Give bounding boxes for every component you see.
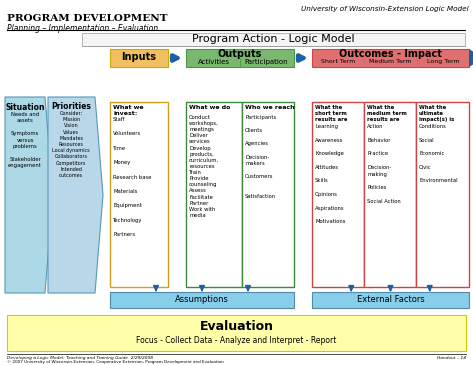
Bar bbox=[110, 49, 168, 67]
Text: Priorities: Priorities bbox=[51, 102, 91, 111]
Text: Evaluation: Evaluation bbox=[200, 320, 273, 333]
Text: Activities: Activities bbox=[198, 59, 230, 65]
Text: Handout – 14: Handout – 14 bbox=[437, 356, 466, 360]
Text: Conditions

Social

Economic

Civic

Environmental: Conditions Social Economic Civic Environ… bbox=[419, 124, 457, 183]
Text: University of Wisconsin-Extension Logic Model: University of Wisconsin-Extension Logic … bbox=[301, 6, 469, 12]
Bar bbox=[186, 102, 242, 287]
Polygon shape bbox=[469, 49, 473, 67]
Text: PROGRAM DEVELOPMENT: PROGRAM DEVELOPMENT bbox=[7, 14, 167, 23]
Text: Participation: Participation bbox=[244, 59, 288, 65]
Text: Long Term: Long Term bbox=[427, 59, 459, 65]
Text: Inputs: Inputs bbox=[122, 52, 157, 62]
Text: Situation: Situation bbox=[5, 103, 45, 112]
Text: © 2007 University of Wisconsin-Extension, Cooperative Extension, Program Develop: © 2007 University of Wisconsin-Extension… bbox=[7, 360, 224, 364]
Text: What the
ultimate
impact(s) is: What the ultimate impact(s) is bbox=[419, 105, 454, 122]
Bar bbox=[110, 102, 168, 287]
Text: Participants

Clients

Agencies

Decision-
makers

Customers


Satisfaction: Participants Clients Agencies Decision- … bbox=[245, 115, 276, 199]
Text: What we
invest:: What we invest: bbox=[113, 105, 144, 116]
Text: Learning

Awareness

Knowledge

Attitudes

Skills

Opinions

Aspirations

Motiva: Learning Awareness Knowledge Attitudes S… bbox=[315, 124, 345, 224]
Text: Medium Term: Medium Term bbox=[369, 59, 412, 65]
Text: Who we reach: Who we reach bbox=[245, 105, 295, 110]
Polygon shape bbox=[5, 97, 53, 293]
Bar bbox=[186, 49, 294, 67]
Text: Focus - Collect Data - Analyze and Interpret - Report: Focus - Collect Data - Analyze and Inter… bbox=[136, 337, 337, 345]
Bar bbox=[110, 292, 294, 308]
Bar bbox=[312, 292, 469, 308]
Text: Assumptions: Assumptions bbox=[175, 296, 229, 304]
Bar bbox=[416, 102, 469, 287]
Text: Short Term: Short Term bbox=[321, 59, 355, 65]
Bar bbox=[242, 102, 294, 287]
Polygon shape bbox=[48, 97, 103, 293]
Text: What we do: What we do bbox=[189, 105, 230, 110]
Bar bbox=[82, 33, 465, 46]
Bar bbox=[312, 102, 364, 287]
Text: Conduct
workshops,
meetings
Deliver
services
Develop
products,
curriculum,
resou: Conduct workshops, meetings Deliver serv… bbox=[189, 115, 219, 218]
Text: What the
medium term
results are: What the medium term results are bbox=[367, 105, 407, 122]
Text: What the
short term
results are: What the short term results are bbox=[315, 105, 348, 122]
Text: External Factors: External Factors bbox=[357, 296, 424, 304]
Bar bbox=[364, 102, 416, 287]
Text: Outputs: Outputs bbox=[218, 49, 262, 59]
Bar bbox=[7, 315, 466, 351]
Text: Needs and
assets

Symptoms
versus
problems

Stakeholder
engagement: Needs and assets Symptoms versus problem… bbox=[8, 112, 42, 168]
Bar bbox=[312, 49, 469, 67]
Text: Outcomes - Impact: Outcomes - Impact bbox=[339, 49, 442, 59]
Text: Developing a Logic Model: Teaching and Training Guide  2/29/2008: Developing a Logic Model: Teaching and T… bbox=[7, 356, 153, 360]
Text: Consider:
Mission
Vision
Values
Mandates
Resources
Local dynamics
Collaborators
: Consider: Mission Vision Values Mandates… bbox=[53, 111, 90, 178]
Text: Action

Behavior

Practice

Decision-
making

Policies

Social Action: Action Behavior Practice Decision- makin… bbox=[367, 124, 401, 204]
Text: Planning – Implementation – Evaluation: Planning – Implementation – Evaluation bbox=[7, 24, 158, 33]
Text: Staff

Volunteers

Time

Money

Research base

Materials

Equipment

Technology
: Staff Volunteers Time Money Research bas… bbox=[113, 117, 151, 237]
Text: Program Action - Logic Model: Program Action - Logic Model bbox=[192, 35, 355, 45]
